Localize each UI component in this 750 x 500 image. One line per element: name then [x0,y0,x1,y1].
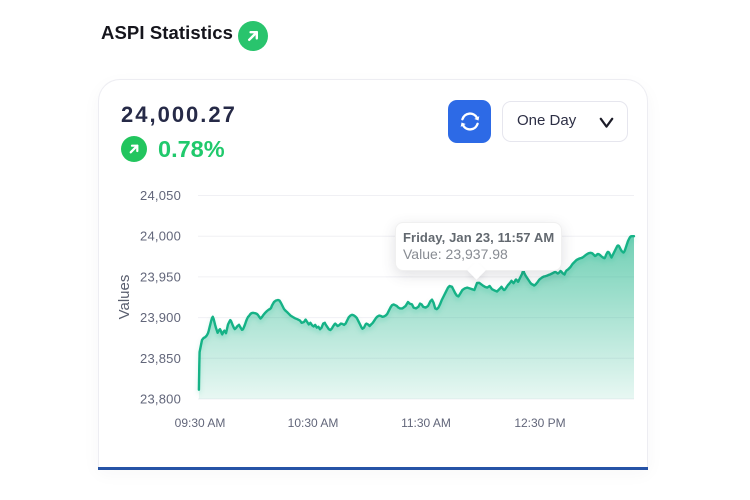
svg-text:24,050: 24,050 [140,188,181,203]
svg-text:09:30 AM: 09:30 AM [175,416,226,430]
svg-text:Values: Values [116,275,133,320]
svg-text:23,800: 23,800 [140,392,181,407]
svg-text:23,950: 23,950 [140,269,181,284]
svg-text:11:30 AM: 11:30 AM [401,416,451,430]
svg-text:24,000: 24,000 [140,229,181,244]
svg-text:12:30 PM: 12:30 PM [514,416,565,430]
svg-text:23,850: 23,850 [140,351,181,366]
svg-text:10:30 AM: 10:30 AM [288,416,339,430]
svg-text:23,900: 23,900 [140,310,181,325]
